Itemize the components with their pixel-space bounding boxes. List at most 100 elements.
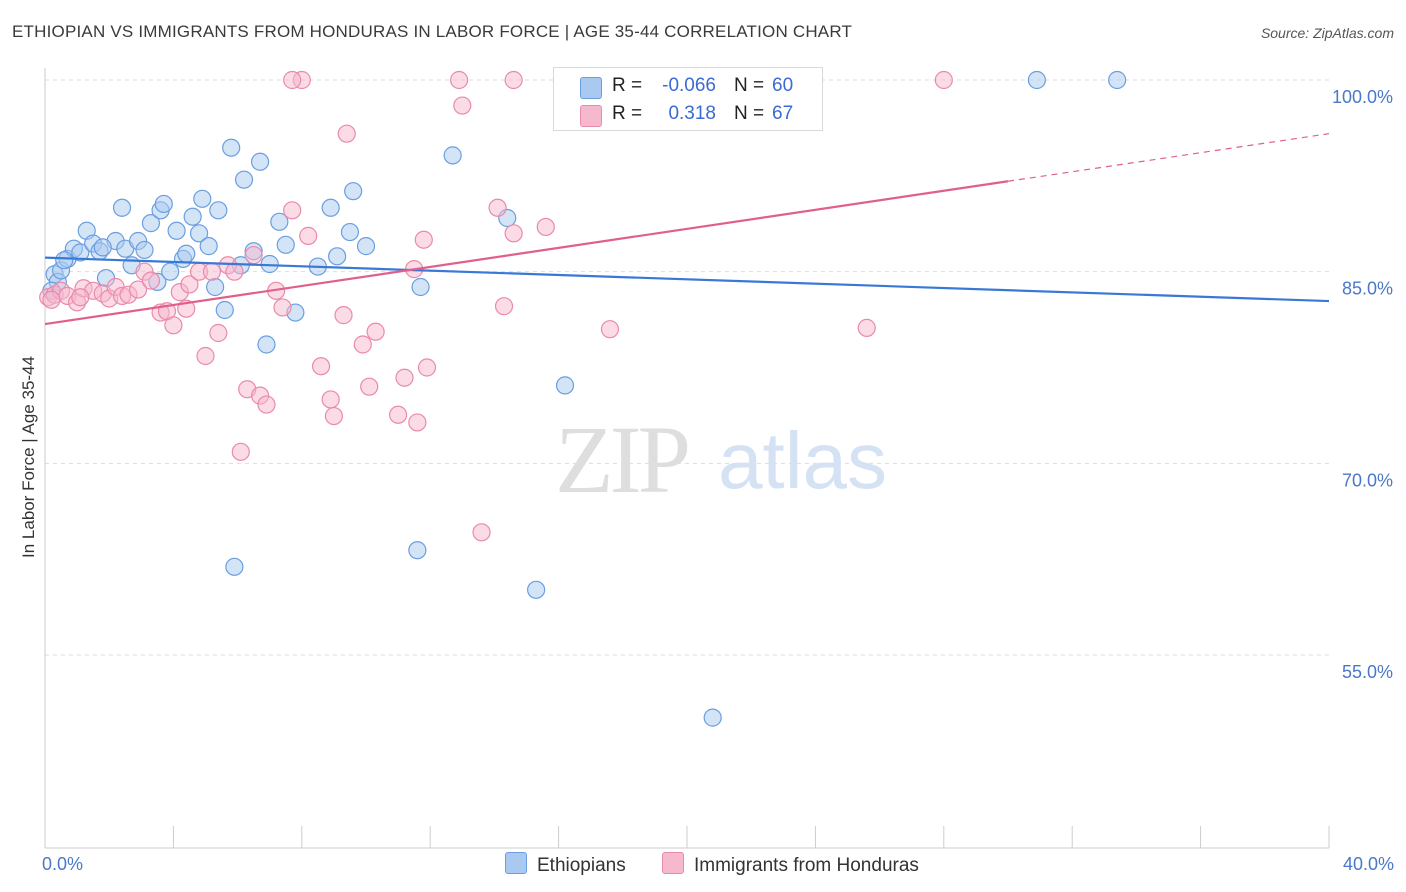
ethiopians-legend-label: Ethiopians bbox=[537, 855, 626, 876]
ethiopian-point bbox=[321, 198, 340, 217]
ethiopian-point bbox=[55, 251, 74, 270]
ethiopian-point bbox=[276, 235, 295, 254]
honduras-point bbox=[536, 217, 555, 237]
honduras-point bbox=[225, 262, 244, 281]
ethiopian-point bbox=[193, 189, 212, 208]
ethiopian-point bbox=[161, 262, 180, 281]
honduras-point bbox=[311, 357, 331, 376]
axes bbox=[44, 68, 1330, 849]
r-value: 0.318 bbox=[668, 103, 716, 124]
honduras-point bbox=[934, 70, 953, 90]
ethiopian-point bbox=[328, 247, 347, 266]
ethiopian-point bbox=[340, 222, 360, 242]
honduras-point bbox=[494, 297, 514, 316]
ethiopian-point bbox=[199, 237, 218, 256]
x-tick-label-max: 40.0% bbox=[1343, 854, 1394, 874]
honduras-point bbox=[128, 280, 148, 299]
honduras-point bbox=[504, 70, 523, 90]
legend-row-ethiopians: R = -0.066 N = 60 bbox=[554, 73, 822, 101]
bottom-legend-honduras: Immigrants from Honduras bbox=[662, 852, 919, 876]
honduras-point bbox=[417, 358, 437, 377]
ethiopian-point bbox=[209, 201, 228, 220]
honduras-point bbox=[71, 288, 90, 307]
ethiopian-point bbox=[234, 170, 254, 189]
honduras-point bbox=[360, 377, 379, 396]
watermark-zip: ZIP bbox=[555, 406, 688, 513]
honduras-point bbox=[857, 318, 876, 337]
ethiopian-point bbox=[1027, 70, 1046, 90]
honduras-point bbox=[283, 70, 302, 90]
n-label: N = bbox=[734, 103, 765, 124]
y-tick-labels: 55.0% 70.0% 85.0% 100.0% bbox=[1332, 87, 1393, 682]
ethiopian-point bbox=[1108, 70, 1127, 90]
honduras-point bbox=[141, 271, 161, 290]
chart-title: ETHIOPIAN VS IMMIGRANTS FROM HONDURAS IN… bbox=[12, 22, 853, 41]
trend-lines bbox=[44, 133, 1330, 326]
ethiopian-point bbox=[112, 198, 132, 217]
honduras-point bbox=[164, 316, 183, 335]
n-value: 67 bbox=[772, 103, 794, 124]
ethiopian-point bbox=[154, 194, 173, 214]
ethiopian-point bbox=[93, 238, 112, 257]
honduras-point bbox=[408, 413, 427, 432]
honduras-point bbox=[600, 320, 620, 339]
ethiopians-swatch bbox=[580, 77, 602, 99]
y-axis-label: In Labor Force | Age 35-44 bbox=[19, 356, 38, 558]
honduras-point bbox=[231, 442, 250, 461]
honduras-legend-label: Immigrants from Honduras bbox=[694, 855, 919, 876]
honduras-point bbox=[366, 322, 385, 341]
ethiopian-point bbox=[225, 557, 244, 576]
honduras-point bbox=[42, 290, 61, 309]
ethiopian-point bbox=[167, 221, 186, 240]
honduras-point bbox=[202, 262, 222, 281]
honduras-point bbox=[299, 226, 318, 245]
ethiopian-point bbox=[222, 138, 241, 157]
honduras-point bbox=[395, 368, 414, 387]
ethiopians-trend-line bbox=[44, 256, 1330, 303]
honduras-legend-swatch bbox=[662, 852, 684, 874]
ethiopian-point bbox=[527, 580, 546, 599]
honduras-point bbox=[353, 335, 372, 354]
ethiopian-point bbox=[189, 224, 209, 243]
ethiopian-point bbox=[270, 212, 289, 231]
ethiopian-point bbox=[141, 214, 161, 233]
correlation-legend: R = -0.066 N = 60 R = 0.318 N = 67 bbox=[553, 67, 823, 131]
x-tick-label-min: 0.0% bbox=[42, 854, 83, 874]
ethiopian-point bbox=[250, 152, 270, 171]
ethiopian-point bbox=[356, 237, 376, 256]
honduras-point bbox=[449, 70, 469, 90]
ethiopian-point bbox=[71, 243, 90, 262]
ethiopian-point bbox=[177, 244, 196, 263]
ethiopian-point bbox=[135, 240, 154, 260]
honduras-point bbox=[196, 346, 215, 366]
honduras-trend-extension bbox=[1007, 133, 1330, 182]
ethiopian-point bbox=[344, 182, 363, 201]
watermark-atlas: atlas bbox=[718, 416, 887, 505]
r-label: R = bbox=[612, 75, 643, 96]
ethiopian-point bbox=[408, 541, 427, 560]
ethiopians-legend-swatch bbox=[505, 852, 527, 874]
ethiopian-point bbox=[443, 146, 462, 165]
honduras-point bbox=[504, 224, 523, 243]
honduras-trend-line bbox=[44, 180, 1009, 326]
honduras-point bbox=[334, 306, 353, 325]
y-tick-label: 55.0% bbox=[1342, 662, 1393, 682]
honduras-point bbox=[283, 201, 302, 220]
honduras-point bbox=[244, 245, 263, 265]
y-tick-label: 70.0% bbox=[1342, 470, 1393, 490]
ethiopian-point bbox=[555, 376, 575, 395]
honduras-point bbox=[453, 96, 472, 115]
honduras-point bbox=[414, 230, 433, 249]
y-tick-label: 85.0% bbox=[1342, 279, 1393, 299]
honduras-point bbox=[180, 275, 199, 294]
ethiopians-points bbox=[42, 70, 1127, 727]
source-label: Source: ZipAtlas.com bbox=[1260, 25, 1394, 41]
y-tick-label: 100.0% bbox=[1332, 87, 1393, 107]
honduras-point bbox=[257, 395, 276, 414]
ethiopian-point bbox=[183, 207, 202, 226]
legend-row-honduras: R = 0.318 N = 67 bbox=[554, 101, 822, 129]
n-value: 60 bbox=[772, 75, 794, 96]
n-label: N = bbox=[734, 75, 765, 96]
honduras-point bbox=[324, 406, 343, 426]
honduras-point bbox=[321, 390, 340, 409]
